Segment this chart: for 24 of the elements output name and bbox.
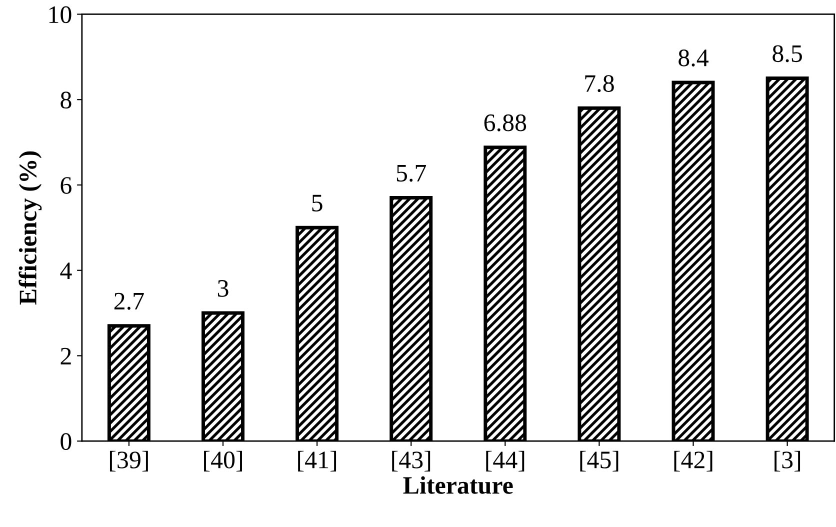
data-label: 8.5: [772, 45, 802, 62]
y-tick-label: 6: [60, 177, 72, 194]
x-tick-label: [41]: [298, 450, 336, 472]
y-tick-label: 4: [60, 262, 72, 280]
data-label: 6.88: [484, 114, 526, 132]
x-tick-label: [3]: [774, 450, 800, 472]
y-tick-label: 0: [60, 433, 72, 450]
data-label: 8.4: [678, 49, 708, 66]
y-tick-label: 2: [60, 348, 71, 364]
data-label: 7.8: [585, 75, 614, 92]
data-label: 5: [312, 194, 322, 212]
data-label: 5.7: [396, 164, 426, 182]
x-tick-label: [42]: [674, 450, 712, 472]
x-tick-label: [39]: [110, 450, 148, 472]
x-tick-label: [44]: [486, 450, 524, 472]
x-tick-label: [43]: [392, 450, 430, 472]
y-axis-title: Efficiency (%): [18, 151, 42, 305]
x-axis-title: Literature: [403, 476, 513, 494]
y-tick-label: 10: [49, 6, 72, 24]
x-tick-label: [40]: [204, 450, 242, 472]
data-label: 3: [218, 280, 228, 297]
x-tick-label: [45]: [580, 450, 618, 472]
data-label: 2.7: [114, 292, 144, 310]
y-tick-label: 8: [60, 92, 72, 109]
